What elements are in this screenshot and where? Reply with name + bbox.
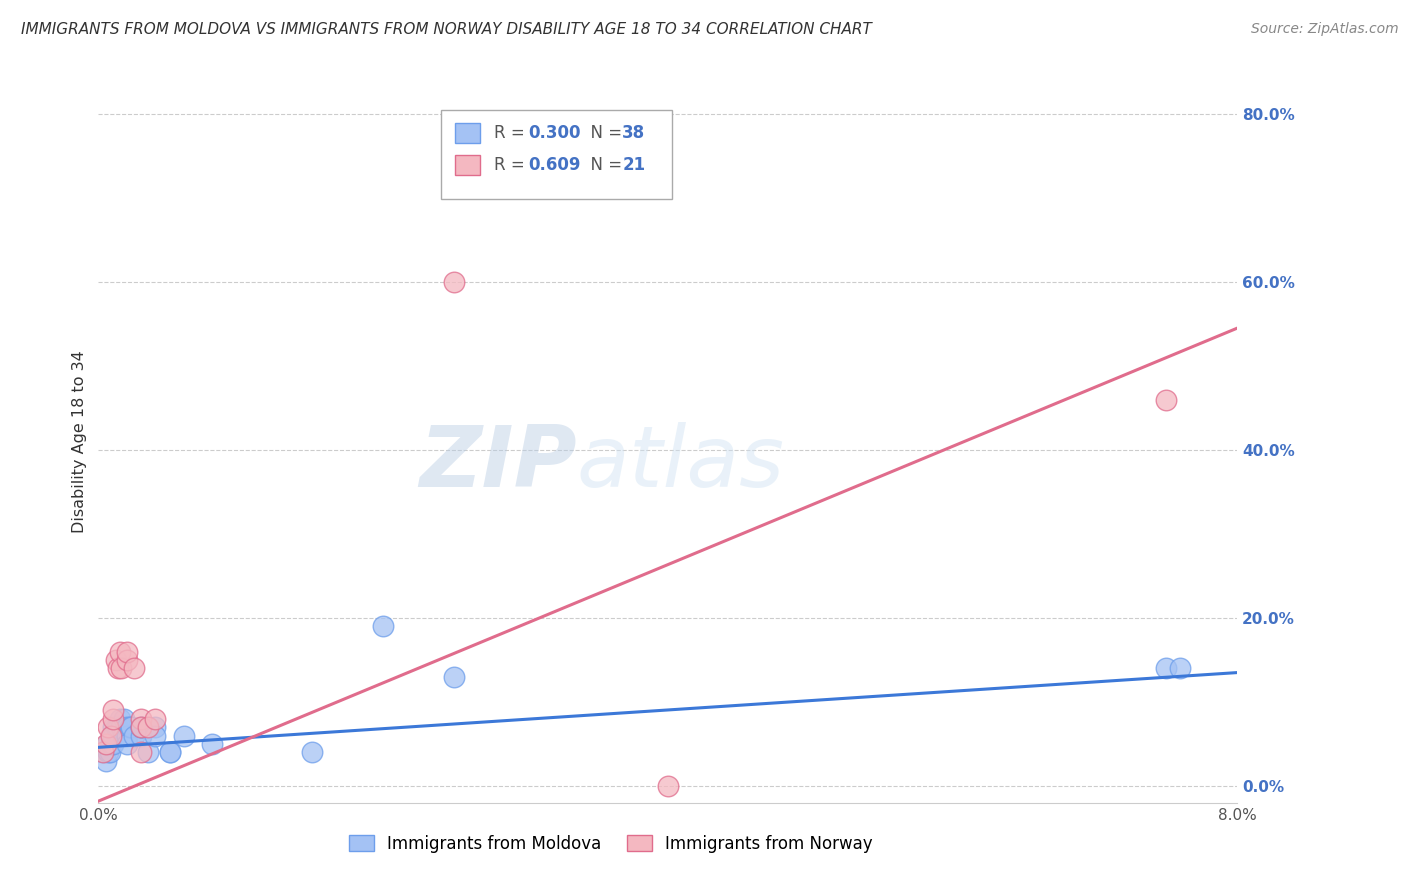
Point	[129, 745, 152, 759]
Point	[101, 729, 124, 743]
Point	[101, 729, 124, 743]
Point	[111, 729, 134, 743]
Point	[129, 720, 152, 734]
Point	[115, 644, 138, 658]
Point	[107, 661, 129, 675]
Point	[98, 745, 121, 759]
Y-axis label: Disability Age 18 to 34: Disability Age 18 to 34	[72, 351, 87, 533]
Point	[101, 712, 124, 726]
Point	[94, 754, 117, 768]
Point	[115, 729, 138, 743]
Text: 21: 21	[623, 156, 645, 174]
Point	[100, 729, 122, 743]
Point	[1154, 392, 1177, 407]
Point	[97, 720, 120, 734]
Point	[96, 737, 118, 751]
Point	[107, 720, 129, 734]
Point	[122, 661, 145, 675]
Point	[129, 712, 152, 726]
Point	[108, 644, 131, 658]
Text: atlas: atlas	[576, 422, 785, 505]
FancyBboxPatch shape	[441, 110, 672, 199]
Point	[1154, 661, 1177, 675]
Bar	[456, 123, 479, 143]
Point	[122, 729, 145, 743]
Point	[159, 745, 181, 759]
Text: N =: N =	[581, 124, 627, 142]
Point	[371, 619, 394, 633]
Point	[91, 745, 114, 759]
Point	[145, 712, 167, 726]
Point	[101, 703, 124, 717]
Text: ZIP: ZIP	[419, 422, 576, 505]
Point	[129, 720, 152, 734]
Point	[129, 720, 152, 734]
Point	[100, 737, 122, 751]
Point	[94, 737, 117, 751]
Point	[112, 712, 135, 726]
Point	[443, 275, 465, 289]
Text: Source: ZipAtlas.com: Source: ZipAtlas.com	[1251, 22, 1399, 37]
Point	[145, 720, 167, 734]
Point	[173, 729, 195, 743]
Point	[108, 712, 131, 726]
Point	[301, 745, 323, 759]
Text: 0.300: 0.300	[527, 124, 581, 142]
Point	[1170, 661, 1192, 675]
Point	[129, 729, 152, 743]
Point	[97, 745, 120, 759]
Point	[136, 720, 159, 734]
Text: 38: 38	[623, 124, 645, 142]
Point	[136, 745, 159, 759]
Point	[120, 720, 142, 734]
Text: R =: R =	[494, 124, 530, 142]
Point	[105, 720, 128, 734]
Point	[443, 670, 465, 684]
Bar	[456, 154, 479, 175]
Point	[104, 653, 127, 667]
Text: IMMIGRANTS FROM MOLDOVA VS IMMIGRANTS FROM NORWAY DISABILITY AGE 18 TO 34 CORREL: IMMIGRANTS FROM MOLDOVA VS IMMIGRANTS FR…	[21, 22, 872, 37]
Point	[101, 737, 124, 751]
Point	[145, 729, 167, 743]
Point	[101, 720, 124, 734]
Point	[110, 661, 132, 675]
Point	[91, 745, 114, 759]
Point	[159, 745, 181, 759]
Point	[115, 720, 138, 734]
Legend: Immigrants from Moldova, Immigrants from Norway: Immigrants from Moldova, Immigrants from…	[343, 828, 879, 860]
Point	[115, 737, 138, 751]
Point	[110, 720, 132, 734]
Point	[657, 779, 679, 793]
Point	[115, 653, 138, 667]
Point	[118, 720, 141, 734]
Point	[201, 737, 224, 751]
Text: R =: R =	[494, 156, 530, 174]
Point	[104, 720, 127, 734]
Text: N =: N =	[581, 156, 627, 174]
Text: 0.609: 0.609	[527, 156, 581, 174]
